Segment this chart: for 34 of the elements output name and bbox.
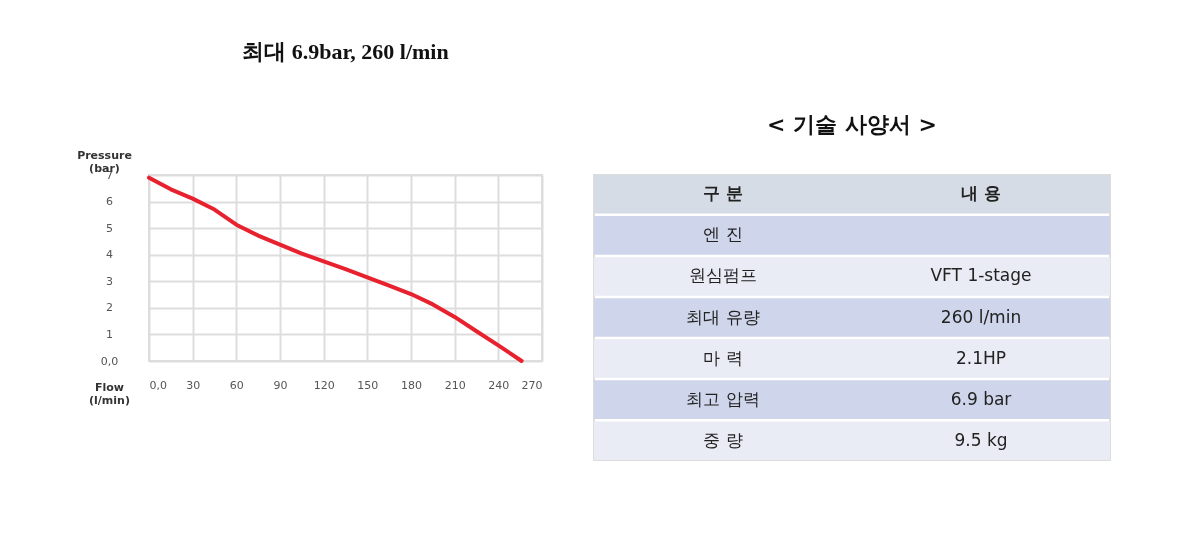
x-tick-label: 180 — [401, 378, 422, 392]
x-tick-label: 60 — [229, 378, 244, 392]
y-tick-label: 0,0 — [100, 354, 119, 368]
x-tick-label: 90 — [273, 378, 288, 392]
line-series — [147, 175, 524, 363]
category-label: 엔 진 — [703, 224, 743, 245]
y-tick-label: 3 — [106, 274, 113, 288]
category-label: 구 분 — [703, 183, 743, 204]
category-label: 원심펌프 — [689, 265, 757, 286]
y-tick-label: 1 — [106, 327, 113, 341]
text: 2.1HP — [955, 347, 1007, 368]
category-label: 최고 압력 — [686, 388, 760, 409]
y-tick-label: 2 — [106, 301, 113, 315]
text: VFT 1-stage — [930, 265, 1032, 286]
x-tick-label: 270 — [521, 378, 543, 392]
category-label: 중 량 — [703, 429, 743, 450]
text: 260 l/min — [940, 306, 1022, 327]
y-tick-label: 5 — [106, 221, 113, 235]
text: 내 용 — [961, 183, 1001, 204]
y-tick-label: 6 — [106, 195, 113, 209]
x-axis-title: Flow (l/min) — [89, 380, 130, 407]
x-tick-label: 150 — [357, 378, 379, 392]
text: 9.5 kg — [954, 429, 1008, 450]
category-label: 마 력 — [703, 347, 743, 368]
y-tick-label: 4 — [106, 248, 113, 262]
x-tick-label: 30 — [186, 378, 201, 392]
x-tick-label: 240 — [488, 378, 510, 392]
x-tick-label: 210 — [444, 378, 466, 392]
chart-title: 최대 6.9bar, 260 l/min — [242, 39, 449, 64]
category-label: 최대 유량 — [686, 306, 760, 327]
text: 6.9 bar — [950, 388, 1012, 409]
text: < 기술 사양서 > — [767, 112, 937, 137]
x-tick-label: 0,0 — [149, 378, 167, 392]
x-tick-label: 120 — [313, 378, 335, 392]
